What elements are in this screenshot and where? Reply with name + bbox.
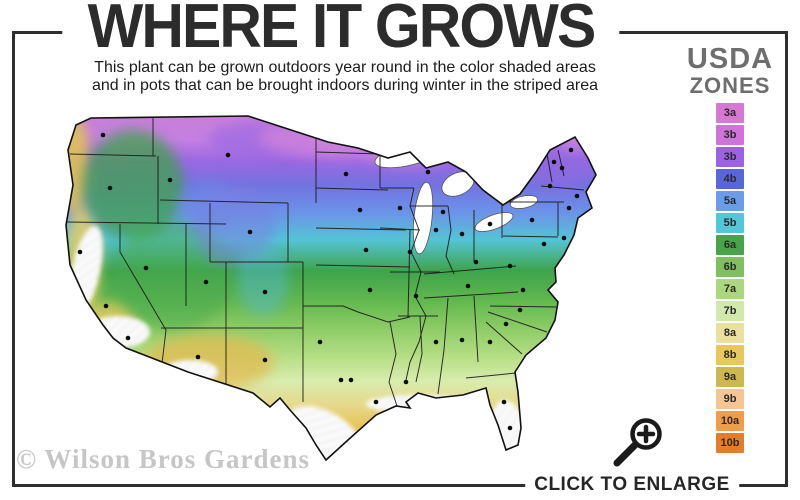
legend-heading-usda: USDA <box>686 43 774 75</box>
legend-zone-chip: 8b <box>716 345 744 365</box>
legend-heading-zones: ZONES <box>689 73 771 98</box>
subtitle-line-1: This plant can be grown outdoors year ro… <box>94 59 596 76</box>
legend-zone-chip: 9a <box>716 367 744 387</box>
legend-zone-chip: 10a <box>716 411 744 431</box>
us-hardiness-map[interactable] <box>58 110 606 470</box>
legend-zone-chip: 5b <box>716 213 744 233</box>
legend-heading: USDA ZONES <box>672 44 788 97</box>
legend-zone-chip: 3b <box>716 147 744 167</box>
subtitle-line-2: and in pots that can be brought indoors … <box>91 77 599 94</box>
page-title: WHERE IT GROWS <box>62 0 620 61</box>
legend-zone-chip: 6a <box>716 235 744 255</box>
watermark: © Wilson Bros Gardens <box>16 444 310 474</box>
legend-zone-chip: 7b <box>716 301 744 321</box>
city-markers <box>77 132 580 431</box>
legend-zone-chip: 5a <box>716 191 744 211</box>
subtitle: This plant can be grown outdoors year ro… <box>25 59 665 95</box>
legend-zone-chip: 8a <box>716 323 744 343</box>
state-borders <box>66 116 585 407</box>
legend-zone-chip: 7a <box>716 279 744 299</box>
us-map-svg[interactable] <box>58 110 606 470</box>
legend-zone-chip: 3b <box>716 125 744 145</box>
zone-legend: 3a 3b 3b 4b 5a 5b 6a 6b 7a 7b 8a 8b 9a 9b 10a 10b <box>716 103 744 455</box>
page-title-text: WHERE IT GROWS <box>87 0 597 61</box>
legend-zone-chip: 3a <box>716 103 744 123</box>
magnifier-plus-icon[interactable] <box>602 412 662 470</box>
legend-zone-chip: 10b <box>716 433 744 453</box>
legend-zone-chip: 6b <box>716 257 744 277</box>
legend-zone-chip: 4b <box>716 169 744 189</box>
legend-zone-chip: 9b <box>716 389 744 409</box>
click-to-enlarge-button[interactable]: CLICK TO ENLARGE <box>525 473 739 497</box>
